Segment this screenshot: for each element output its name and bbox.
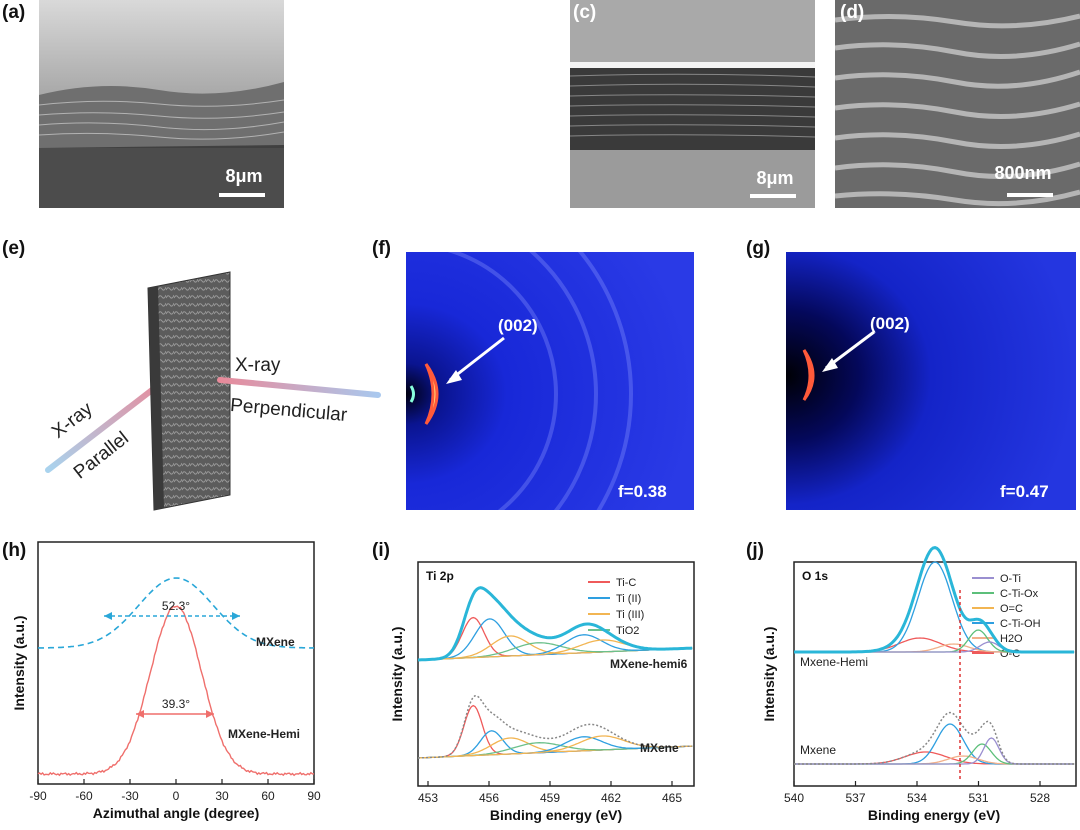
fit-envelope (794, 546, 1075, 654)
legend-label: O=C (1000, 603, 1023, 615)
series-label-mxene: MXene (256, 635, 295, 649)
x-tick-label: 60 (261, 789, 275, 803)
sem-image-d: 800nm (835, 0, 1080, 208)
series-mxene-line (38, 577, 314, 649)
y-axis-label: Intensity (a.u.) (11, 616, 27, 711)
y-axis-label: Intensity (a.u.) (761, 627, 777, 722)
x-tick-label: -30 (121, 789, 139, 803)
x-tick-label: 465 (662, 791, 682, 805)
xray-label-perpendicular-beam: X-ray (235, 355, 281, 376)
x-tick-label: 531 (968, 791, 988, 805)
fit-envelope (417, 586, 693, 662)
peak-label-002: (002) (870, 314, 910, 333)
legend-label: Ti (III) (616, 609, 644, 621)
orientation-factor: f=0.38 (618, 482, 667, 501)
x-tick-label: -90 (29, 789, 47, 803)
panel-label-e: (e) (2, 238, 26, 259)
peak-label-002: (002) (498, 316, 538, 335)
legend-label: Ti (II) (616, 593, 641, 605)
x-axis-label: Azimuthal angle (degree) (93, 805, 259, 821)
scale-bar-label: 8μm (225, 166, 263, 186)
scale-bar (477, 193, 523, 197)
diffraction-pattern-f: (002) f=0.38 (406, 252, 694, 510)
fit-component (794, 737, 1075, 765)
series-label-mxene-hemi: MXene-Hemi (228, 727, 300, 741)
xray-schematic: X-ray Perpendicular X-ray Parallel (30, 260, 390, 515)
legend-label: H2O (1000, 633, 1023, 645)
panel-label-f: (f) (372, 238, 391, 259)
x-tick-label: 456 (479, 791, 499, 805)
legend-label: TiO2 (616, 625, 639, 637)
sem-image-a: 8μm (39, 0, 284, 208)
panel-label-d: (d) (840, 2, 865, 23)
x-tick-label: 528 (1030, 791, 1050, 805)
x-tick-label: 540 (784, 791, 804, 805)
chart-title: Ti 2p (426, 569, 454, 583)
x-tick-label: 453 (418, 791, 438, 805)
series-label-top: Mxene-Hemi (800, 655, 868, 669)
y-axis-label: Intensity (a.u.) (389, 627, 405, 722)
diffraction-pattern-g: (002) f=0.47 (786, 252, 1076, 510)
sem-image-b: 800nm (306, 0, 551, 208)
x-tick-label: 90 (307, 789, 321, 803)
panel-label-j: (j) (746, 540, 764, 561)
series-mxene-hemi-line (37, 605, 315, 777)
chart-j: 540 537 534 531 528 O 1s O-Ti C-Ti-Ox O=C C-Ti-… (761, 546, 1077, 823)
x-axis-label: Binding energy (eV) (490, 807, 622, 823)
fit-envelope (417, 695, 693, 759)
x-tick-label: 30 (215, 789, 229, 803)
series-label-bottom: Mxene (800, 743, 836, 757)
scale-bar-label: 800nm (467, 163, 525, 183)
scale-bar (1007, 193, 1053, 197)
panel-label-h: (h) (2, 540, 27, 561)
scale-bar-label: 8μm (756, 168, 794, 188)
panel-label-c: (c) (573, 2, 597, 23)
panel-label-i: (i) (372, 540, 390, 561)
legend-label: Ti-C (616, 577, 636, 589)
legend-label: O-Ti (1000, 573, 1021, 585)
panel-label-b: (b) (308, 2, 333, 23)
scale-bar (750, 194, 796, 198)
fit-component (794, 755, 1075, 765)
legend-label: C-Ti-OH (1000, 618, 1041, 630)
x-tick-label: 534 (907, 791, 927, 805)
x-tick-label: 462 (601, 791, 621, 805)
orientation-factor: f=0.47 (1000, 482, 1049, 501)
x-tick-label: -60 (75, 789, 93, 803)
chart-h: -90 -60 -30 0 30 60 90 52.3° 39.3° MXene MXene… (11, 541, 321, 821)
panel-label-g: (g) (746, 238, 771, 259)
fwhm-label-hemi: 39.3° (162, 697, 190, 711)
scale-bar-label: 800nm (994, 163, 1052, 183)
fit-component (794, 637, 1075, 653)
fit-component (794, 561, 1075, 653)
x-axis-label: Binding energy (eV) (868, 807, 1000, 823)
panel-label-a: (a) (2, 2, 26, 23)
chart-i: 453 456 459 462 465 Ti 2p Ti-C Ti (II) Ti (III… (389, 561, 695, 823)
fit-component (417, 735, 693, 759)
scale-bar (219, 193, 265, 197)
series-label-top: MXene-hemi6 (610, 657, 688, 671)
x-tick-label: 537 (845, 791, 865, 805)
x-tick-label: 0 (173, 789, 180, 803)
x-tick-label: 459 (540, 791, 560, 805)
series-label-bottom: MXene (640, 741, 679, 755)
fwhm-label-mxene: 52.3° (162, 599, 190, 613)
chart-title: O 1s (802, 569, 828, 583)
sem-image-c: 8μm (570, 0, 815, 208)
legend-label: C-Ti-Ox (1000, 588, 1039, 600)
